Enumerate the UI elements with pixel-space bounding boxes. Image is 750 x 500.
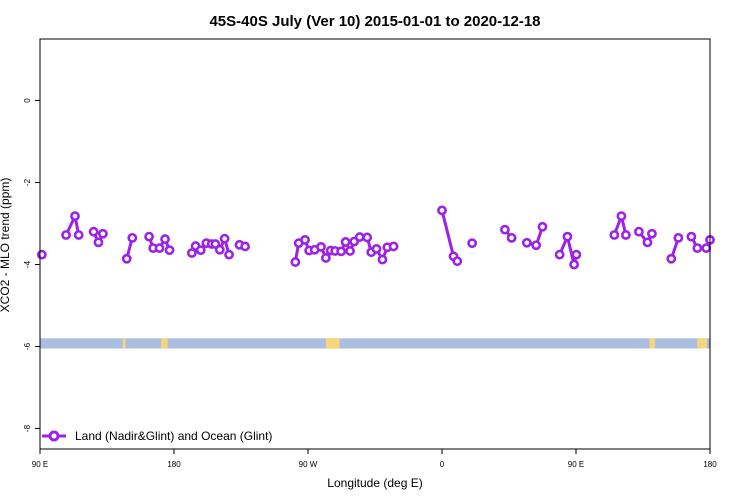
data-point [36,249,47,260]
data-point [634,226,644,237]
data-point [240,241,250,252]
data-point [616,211,627,222]
data-point [214,244,225,255]
data-point [562,231,573,242]
y-axis: 0 -2 -4 -6 -8 [23,98,40,432]
data-point [452,256,463,267]
data-point [186,248,197,258]
data-point [377,254,388,265]
data-point [537,221,548,232]
data-point [320,253,331,263]
data-point [354,232,365,242]
data-point [70,211,80,222]
data-point [531,240,542,251]
data-point [701,243,712,253]
map-land [160,338,168,349]
data-point [61,230,71,240]
x-tick-label: 90 W [299,460,318,469]
data-point [666,253,677,264]
data-point [642,237,653,248]
data-point [88,226,99,237]
map-land [649,338,655,349]
data-point [164,245,175,256]
map-strip [40,338,710,349]
y-tick-label: 0 [23,98,32,103]
data-point [437,205,447,216]
data-point [224,249,234,260]
data-point [154,243,165,253]
plot-frame [39,38,711,450]
data-point [362,232,373,243]
data-point [73,230,84,240]
map-ocean [40,338,710,349]
data-point [144,231,154,242]
data-point [345,246,355,256]
data-point [521,237,532,248]
y-tick-label: -6 [23,342,32,350]
y-tick-label: -4 [23,260,32,268]
data-point [673,232,684,243]
data-point [569,259,580,270]
data-point [609,230,620,240]
x-tick-label: 90 E [568,460,584,469]
chart-title: 45S-40S July (Ver 10) 2015-01-01 to 2020… [209,13,540,30]
data-point [160,234,170,244]
data-point [300,234,310,245]
data-point [388,241,399,252]
data-point [121,253,132,264]
x-tick-label: 90 E [32,460,48,469]
data-point [686,231,697,242]
x-axis: 90 E 180 90 W 0 90 E 180 [32,449,717,469]
x-tick-label: 0 [440,460,445,469]
data-point [692,243,703,253]
data-point [336,246,347,257]
data-point [467,238,478,249]
data-point [340,237,351,247]
data-point [219,233,230,244]
data-point [290,257,301,267]
map-land [325,338,340,349]
data-points [36,205,715,270]
data-point [371,244,382,254]
y-tick-label: -8 [23,424,32,432]
data-point [500,224,510,235]
x-tick-label: 180 [167,460,181,469]
legend: Land (Nadir&Glint) and Ocean (Glint) [42,429,272,443]
data-point [647,228,657,239]
map-land [697,338,708,349]
legend-label: Land (Nadir&Glint) and Ocean (Glint) [75,429,272,443]
data-point [195,245,206,256]
data-point [127,232,138,243]
data-point [93,237,104,248]
x-axis-label: Longitude (deg E) [327,476,422,490]
x-tick-label: 180 [703,460,717,469]
map-land [122,338,126,349]
y-tick-label: -2 [23,178,32,186]
data-point [571,249,582,260]
data-point [554,249,565,260]
series-line [558,235,578,266]
data-point [98,228,108,239]
data-point [316,241,326,252]
data-point [620,230,631,240]
data-point [506,232,517,243]
legend-marker [48,430,60,442]
y-axis-label: XCO2 - MLO trend (ppm) [0,178,12,313]
